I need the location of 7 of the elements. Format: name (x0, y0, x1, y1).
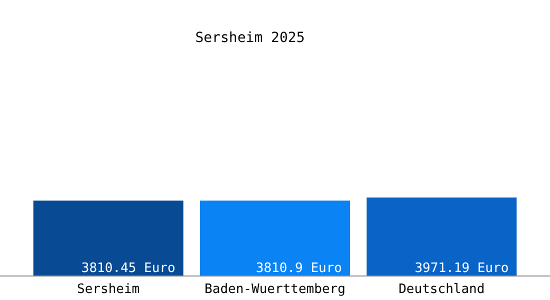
x-tick-label: Baden-Wuerttemberg (204, 282, 346, 298)
x-tick-label: Deutschland (398, 282, 485, 298)
chart-title: Sersheim 2025 (194, 30, 306, 46)
data-label: 3810.45 Euro (81, 261, 176, 276)
x-tick-label: Sersheim (77, 282, 140, 298)
data-label: 3810.9 Euro (256, 261, 342, 276)
data-label: 3971.19 Euro (414, 261, 509, 276)
